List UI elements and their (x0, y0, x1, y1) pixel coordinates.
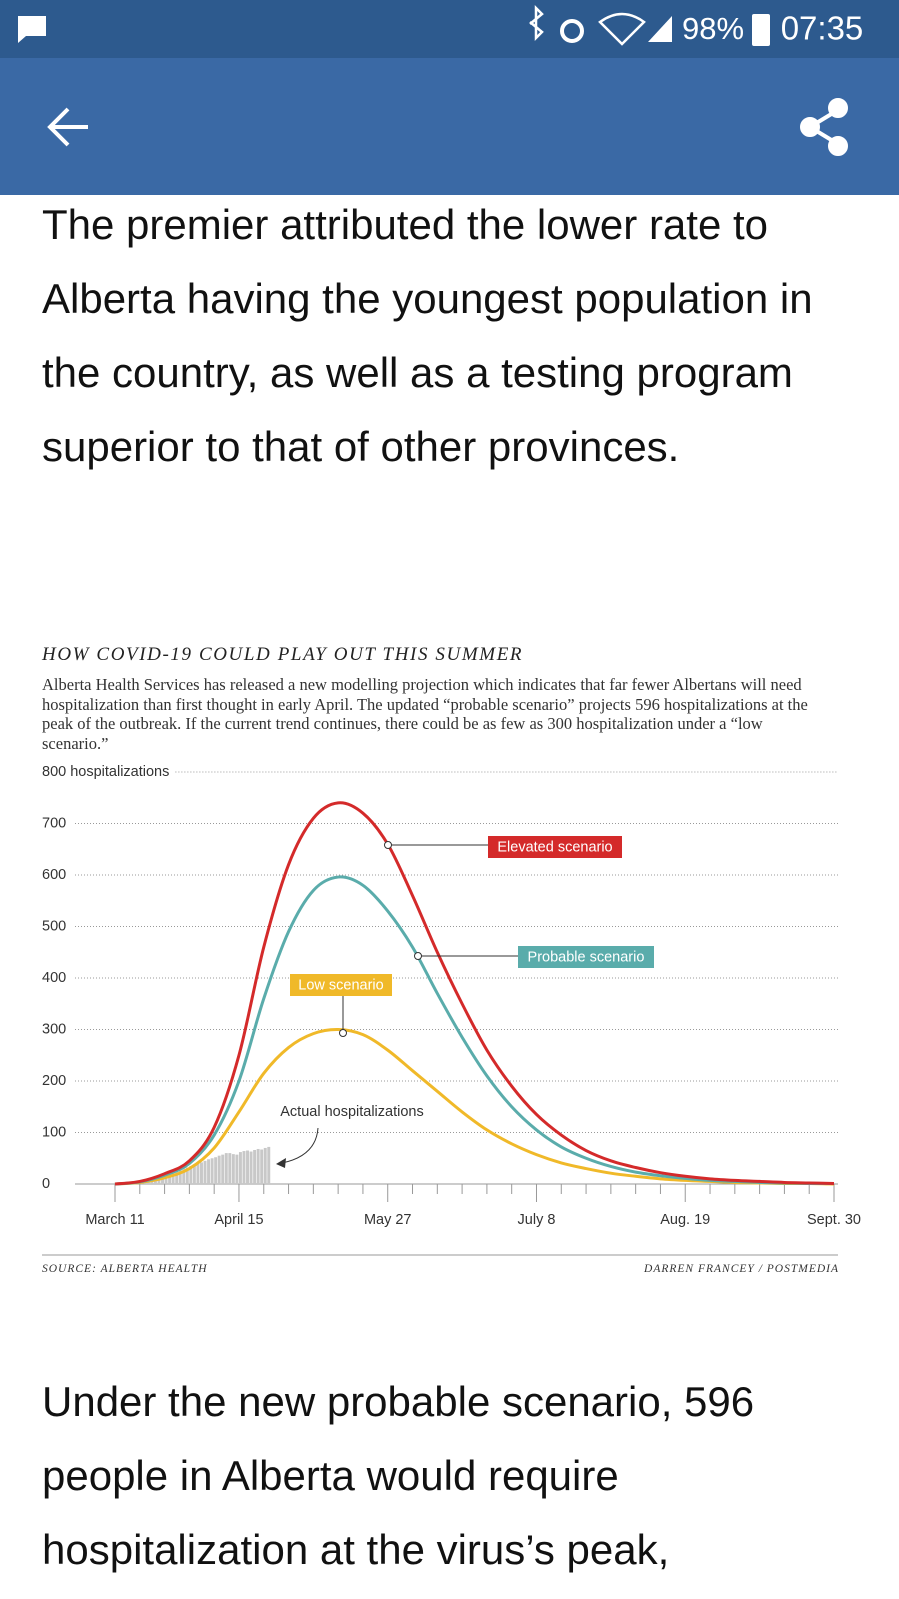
chart-subtitle: Alberta Health Services has released a n… (42, 675, 808, 753)
actual-bar (196, 1163, 200, 1184)
annotation-label: Elevated scenario (497, 839, 612, 855)
battery-level: 98% (682, 11, 744, 46)
actual-bar (171, 1171, 175, 1184)
annotation-box (290, 974, 392, 996)
actual-bar (217, 1155, 221, 1184)
annotation-arrow (281, 1127, 319, 1164)
actual-bar (200, 1162, 203, 1184)
actual-bar (221, 1154, 225, 1184)
actual-bar (164, 1174, 168, 1184)
y-tick-label: 500 (42, 918, 66, 934)
chart-credit: DARREN FRANCEY / POSTMEDIA (644, 1263, 839, 1275)
pointer-dot (384, 841, 392, 849)
share-button[interactable] (800, 98, 848, 156)
pointer-dot (414, 952, 422, 960)
annotation-label: Actual hospitalizations (280, 1104, 423, 1120)
actual-bar (256, 1148, 260, 1184)
annotation-arrowhead (276, 1158, 286, 1168)
annotation-label: Probable scenario (528, 949, 645, 965)
pointer-dot (339, 1029, 347, 1037)
actual-bar (235, 1154, 239, 1184)
actual-bar (185, 1167, 189, 1184)
chart: 0 100 200 300 400 500 600 700 800 hospitalizatio… (42, 764, 861, 1256)
signal-icon (648, 16, 672, 42)
annotation-box (488, 836, 622, 858)
actual-bar (210, 1158, 214, 1184)
actual-bar (178, 1169, 182, 1184)
article-paragraph: The premier attributed the lower rate to… (42, 201, 813, 470)
actual-bar (246, 1150, 249, 1184)
y-tick-label: 0 (42, 1176, 50, 1192)
actual-bar (242, 1151, 246, 1184)
actual-bar (253, 1150, 257, 1184)
actual-bar (182, 1168, 186, 1184)
series-line (114, 801, 835, 1186)
y-tick-label: 600 (42, 867, 66, 883)
actual-bar (175, 1170, 179, 1184)
actual-bar (263, 1147, 267, 1184)
y-tick-label: 400 (42, 970, 66, 986)
status-bar: 98% 07:35 (0, 0, 899, 58)
actual-bar (267, 1146, 271, 1184)
bluetooth-icon (529, 4, 544, 42)
annotation-box (518, 946, 654, 968)
actual-bar (168, 1173, 172, 1184)
clock: 07:35 (781, 10, 864, 47)
app-bar-icons (47, 98, 848, 156)
actual-bar (260, 1149, 264, 1184)
actual-bar (203, 1160, 207, 1184)
actual-bar (214, 1157, 218, 1184)
battery-icon (752, 14, 770, 46)
x-tick-label: Aug. 19 (660, 1212, 710, 1228)
article-paragraph: Under the new probable scenario, 596 peo… (42, 1378, 755, 1573)
y-tick-label: 800 hospitalizations (42, 764, 169, 780)
actual-bar (249, 1151, 253, 1184)
annotation-label: Low scenario (298, 977, 383, 993)
message-icon (18, 16, 46, 43)
actual-bar (224, 1153, 228, 1184)
actual-bar (231, 1154, 235, 1184)
chart-source: SOURCE: ALBERTA HEALTH (42, 1263, 208, 1275)
series-line (114, 875, 835, 1186)
back-button[interactable] (47, 107, 88, 147)
actual-bar (189, 1165, 193, 1184)
actual-bar (228, 1153, 232, 1184)
y-tick-label: 700 (42, 815, 66, 831)
x-tick-label: April 15 (214, 1212, 263, 1228)
y-tick-label: 100 (42, 1124, 66, 1140)
y-tick-label: 300 (42, 1021, 66, 1037)
chart-title: HOW COVID-19 COULD PLAY OUT THIS SUMMER (42, 644, 524, 665)
y-tick-label: 200 (42, 1073, 66, 1089)
status-icons: 98% 07:35 (18, 4, 864, 47)
actual-bar (192, 1164, 196, 1184)
alarm-icon (560, 19, 584, 43)
x-tick-label: Sept. 30 (807, 1212, 861, 1228)
app-bar (0, 58, 899, 195)
x-tick-label: July 8 (518, 1212, 556, 1228)
actual-bar (238, 1152, 242, 1184)
actual-bar (207, 1159, 211, 1184)
wifi-icon (598, 12, 646, 46)
x-tick-label: May 27 (364, 1212, 412, 1228)
x-tick-label: March 11 (85, 1212, 144, 1228)
